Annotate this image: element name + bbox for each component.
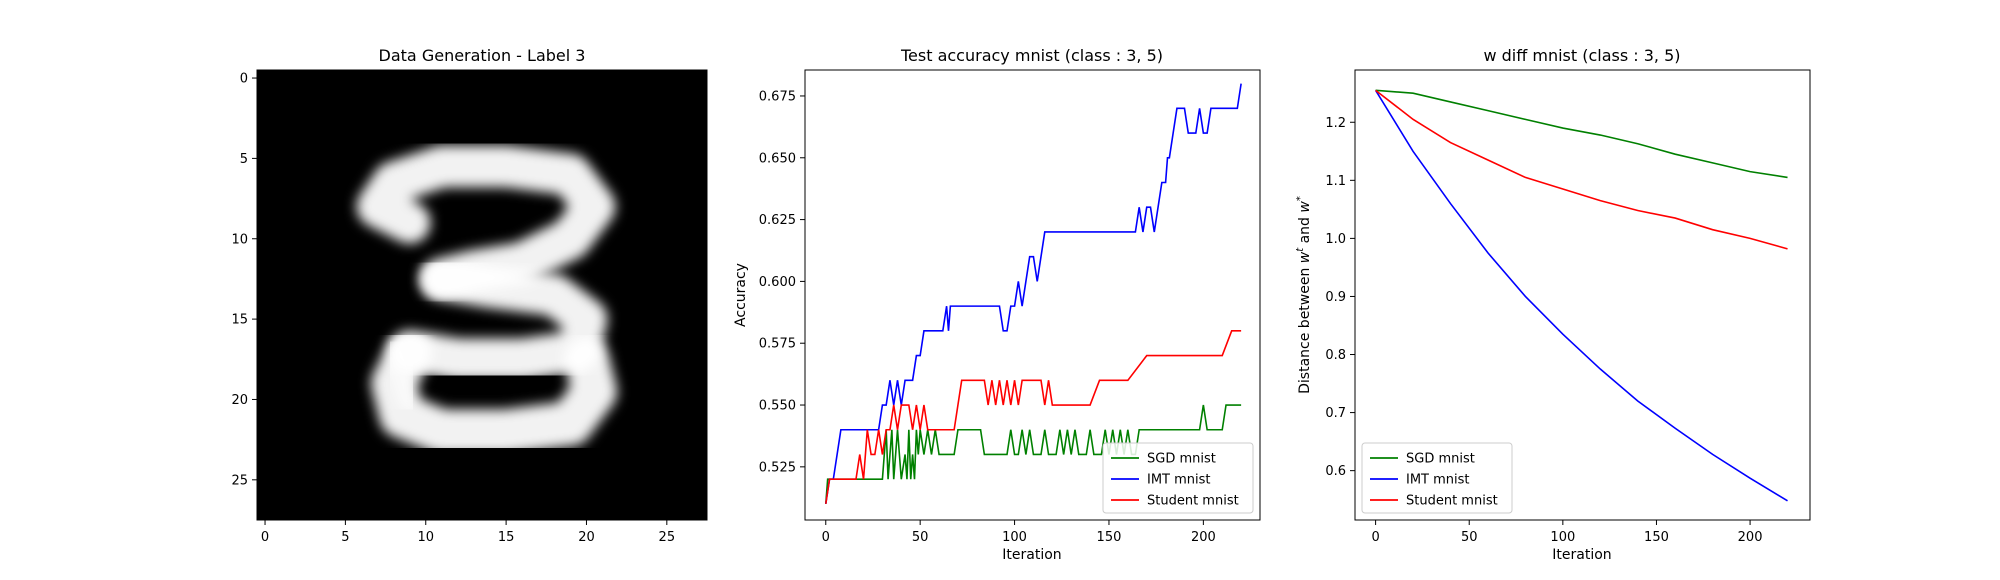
digit-ytick-label: 10 [231,232,248,247]
ytick-label: 0.550 [759,399,796,414]
accuracy-lines [824,83,1242,505]
legend-label: Student mnist [1147,494,1239,509]
wdiff-axes-frame [1354,69,1811,521]
ytick-label: 0.675 [759,89,796,104]
ytick-label: 0.575 [759,337,796,352]
digit-image-ticks: 0 5 10 15 20 25 0 5 10 15 20 25 [231,72,675,545]
ytick-label: 1.2 [1325,116,1346,131]
accuracy-ylabel: Accuracy [733,263,749,327]
digit-image-title: Data Generation - Label 3 [379,46,586,65]
ytick-label: 0.6 [1325,464,1346,479]
wdiff-title: w diff mnist (class : 3, 5) [1483,46,1680,65]
xtick-label: 200 [1191,530,1216,545]
panel-test-accuracy: Test accuracy mnist (class : 3, 5) 0 50 10… [733,46,1261,563]
ytick-label: 0.8 [1325,348,1346,363]
digit-ytick-label: 25 [231,473,248,488]
digit-stroke-left [380,338,423,413]
legend-box [1102,442,1254,514]
digit-xtick-label: 20 [578,530,595,545]
digit-image-pixels [257,70,707,520]
accuracy-axes-frame [804,69,1261,521]
xtick-label: 0 [822,530,830,545]
accuracy-ticks: 0 50 100 150 200 0.525 0.550 0.575 0.600 0.625 0.6… [759,89,1216,545]
wdiff-ticks: 0 50 100 150 200 0.6 0.7 0.8 0.9 1.0 1.1 1.2 [1325,116,1762,545]
wdiff-legend: SGD mnist IMT mnist Student mnist [1361,442,1513,514]
ytick-label: 0.9 [1325,290,1346,305]
accuracy-xlabel: Iteration [1002,547,1061,563]
legend-label: IMT mnist [1147,473,1211,488]
xtick-label: 50 [912,530,929,545]
digit-xtick-label: 15 [498,530,515,545]
series-line-sgd-mnist [824,404,1242,504]
ytick-label: 0.625 [759,213,796,228]
xtick-label: 100 [1002,530,1027,545]
digit-xtick-label: 25 [659,530,676,545]
xtick-label: 200 [1738,530,1763,545]
legend-box [1361,442,1513,514]
ytick-label: 1.1 [1325,174,1346,189]
xtick-label: 50 [1461,530,1478,545]
digit-xtick-label: 0 [261,530,269,545]
ytick-label: 0.7 [1325,406,1346,421]
legend-label: SGD mnist [1147,452,1216,467]
panel-w-diff: w diff mnist (class : 3, 5) 0 50 100 150 200… [1295,46,1811,563]
ytick-label: 1.0 [1325,232,1346,247]
ytick-label: 0.525 [759,460,796,475]
series-line-student-mnist [824,330,1242,505]
series-line-sgd-mnist [1375,89,1788,179]
digit-ytick-label: 0 [240,72,248,87]
digit-stroke-middle [388,258,608,381]
ytick-label: 0.600 [759,275,796,290]
digit-xtick-label: 10 [417,530,434,545]
wdiff-lines [1374,89,1788,502]
legend-label: SGD mnist [1406,452,1475,467]
panel-digit-image: Data Generation - Label 3 0 5 10 15 20 25 0 5 10… [231,46,708,545]
xtick-label: 0 [1371,530,1379,545]
digit-ytick-label: 5 [240,152,248,167]
legend-label: IMT mnist [1406,473,1470,488]
digit-xtick-label: 5 [341,530,349,545]
digit-stroke-upper [356,145,616,300]
xtick-label: 150 [1644,530,1669,545]
accuracy-title: Test accuracy mnist (class : 3, 5) [900,46,1163,65]
digit-ytick-label: 20 [231,393,248,408]
series-line-imt-mnist [1374,89,1788,502]
ytick-label: 0.650 [759,151,796,166]
legend-label: Student mnist [1406,494,1498,509]
series-line-imt-mnist [824,83,1242,505]
digit-ytick-label: 15 [231,313,248,328]
digit-image-frame [256,69,708,521]
xtick-label: 150 [1097,530,1122,545]
accuracy-legend: SGD mnist IMT mnist Student mnist [1102,442,1254,514]
wdiff-xlabel: Iteration [1552,547,1611,563]
wdiff-ylabel: Distance between wt and w* [1295,196,1313,394]
xtick-label: 100 [1550,530,1575,545]
series-line-student-mnist [1375,89,1788,250]
